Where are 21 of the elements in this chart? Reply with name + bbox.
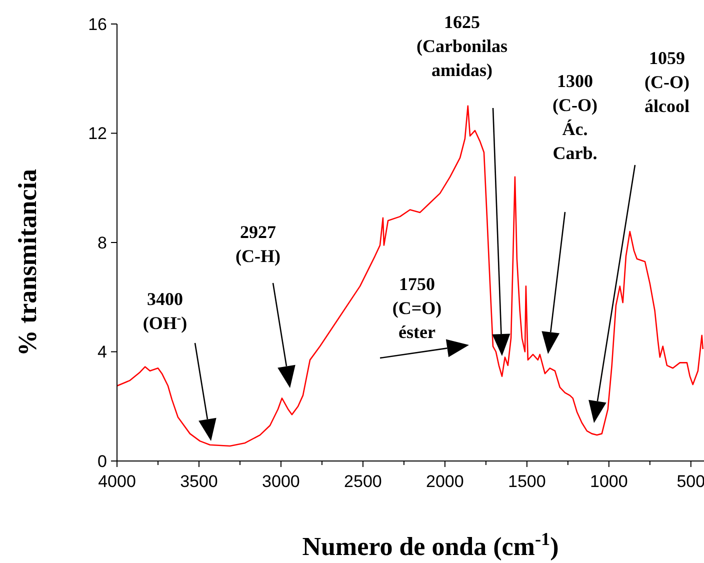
annotation: 1300 (C-O) Ác. Carb. xyxy=(552,71,598,163)
y-tick-label: 4 xyxy=(98,342,107,362)
y-axis-title: % transmitancia xyxy=(13,168,42,356)
x-tick-label: 2000 xyxy=(426,472,464,491)
annotation: 1750 (C=O) éster xyxy=(392,274,442,342)
x-tick-label: 3000 xyxy=(262,472,300,491)
y-tick-label: 12 xyxy=(88,124,107,144)
x-tick-label: 1000 xyxy=(590,472,628,491)
x-axis-title: Numero de onda (cm$^{-1}$) xyxy=(302,529,559,561)
annotation: 3400 (OH$^{-}$) xyxy=(142,289,188,333)
y-tick-label: 16 xyxy=(88,14,107,34)
x-tick-label: 1500 xyxy=(508,472,546,491)
x-tick-label: 2500 xyxy=(344,472,382,491)
annotation: 1059 (C-O) álcool xyxy=(644,48,690,116)
annotation: 1625 (Carbonilas amidas) xyxy=(416,12,508,80)
y-tick-label: 8 xyxy=(98,233,107,252)
x-tick-label: 3500 xyxy=(180,472,218,491)
x-tick-label: 4000 xyxy=(98,472,136,491)
x-tick-label: 500 xyxy=(676,472,704,491)
annotation: 2927 (C-H) xyxy=(236,222,280,266)
y-tick-label: 0 xyxy=(98,452,107,471)
